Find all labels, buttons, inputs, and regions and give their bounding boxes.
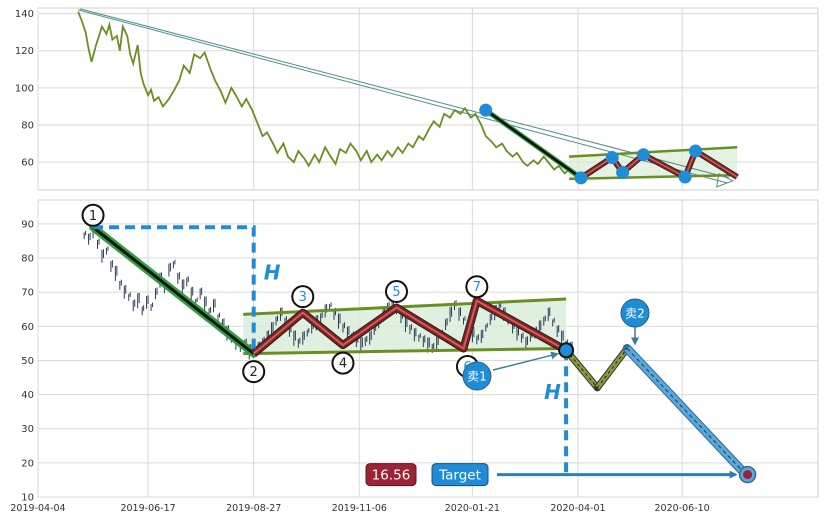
wave-label-5: 5 [392, 285, 400, 300]
top-panel-y-tick-label: 60 [21, 158, 34, 169]
wave-label-2: 2 [250, 365, 258, 380]
height-label: H [264, 261, 281, 285]
x-tick-label: 2019-06-17 [120, 503, 175, 514]
sell2-bubble [620, 298, 650, 328]
x-tick-label: 2020-04-01 [550, 503, 605, 514]
sell1-arrow [492, 351, 560, 371]
wave-label-circle-4 [331, 351, 355, 375]
target-value-label: 16.56 [372, 468, 411, 484]
bottom-panel-y-tick-label: 60 [21, 322, 34, 333]
bottom-panel-y-tick-label: 50 [21, 356, 34, 367]
bottom-panel-y-tick-label: 70 [21, 288, 34, 299]
top-channel-upper [569, 146, 738, 158]
target-value-box [365, 463, 417, 487]
bottom-channel-fill [243, 299, 567, 354]
forecast-dash [596, 348, 628, 389]
bottom-panel-y-tick-label: 40 [21, 390, 34, 401]
x-tick-label: 2019-08-27 [226, 503, 281, 514]
bottom-panel-y-tick-label: 30 [21, 424, 34, 435]
sell1-label: 卖1 [467, 370, 487, 384]
wave-label-circle-5 [385, 280, 409, 304]
projection-label: H [544, 380, 561, 404]
top-channel-lower [569, 173, 738, 181]
wave-label-1: 1 [89, 209, 97, 224]
top-panel-content [77, 8, 739, 188]
top-wave-marker [689, 144, 703, 158]
top-downtrend-dark [485, 109, 582, 179]
top-panel-y-tick-label: 100 [15, 83, 34, 94]
bottom-panel-y-tick-label: 20 [21, 458, 34, 469]
breakout-point [558, 342, 575, 359]
wave-label-circle-3 [291, 285, 315, 309]
wave-label-circle-7 [465, 275, 489, 299]
wave-label-3: 3 [299, 290, 307, 305]
top-wave-marker [479, 103, 493, 117]
top-panel-y-tick-label: 120 [15, 46, 34, 57]
sell1-bubble [462, 361, 492, 391]
top-long-arrow-head [716, 173, 735, 188]
bottom-panel-content [83, 222, 753, 482]
height-measure-line [93, 225, 256, 354]
target-label-box [431, 463, 489, 487]
forecast-dash [565, 349, 598, 389]
top-wave-marker [605, 151, 619, 164]
bottom-channel-upper [243, 297, 567, 316]
bottom-channel-lower [243, 347, 567, 356]
x-tick-label: 2019-11-06 [332, 503, 387, 514]
forecast-seg3-dash [626, 348, 748, 477]
top-long-arrow-line-2 [80, 8, 729, 179]
wave-label-4: 4 [339, 357, 347, 372]
wave-label-circle-2 [242, 360, 266, 384]
bottom-wave-highlight [253, 299, 567, 355]
bottom-downtrend-dark [92, 226, 255, 355]
target-point-inner [743, 470, 753, 480]
top-wave-marker [636, 148, 650, 162]
bottom-panel-y-tick-label: 90 [21, 219, 34, 230]
wave-label-7: 7 [473, 280, 481, 295]
x-tick-label: 2020-01-21 [445, 503, 500, 514]
x-tick-label: 2019-04-04 [10, 503, 65, 514]
bottom-panel-y-tick-label: 10 [21, 493, 34, 504]
target-label: Target [438, 468, 481, 484]
sell2-label: 卖2 [625, 307, 645, 321]
top-wave-marker [678, 170, 692, 184]
top-price-line [77, 11, 570, 175]
wave-label-circle-1 [81, 203, 105, 227]
x-tick-label: 2020-06-10 [655, 503, 710, 514]
top-wave-marker [574, 171, 588, 185]
top-wave-marker [616, 165, 630, 179]
bottom-panel-y-tick-label: 80 [21, 254, 34, 265]
top-panel-y-tick-label: 80 [21, 121, 34, 132]
top-panel-y-tick-label: 140 [15, 9, 34, 20]
